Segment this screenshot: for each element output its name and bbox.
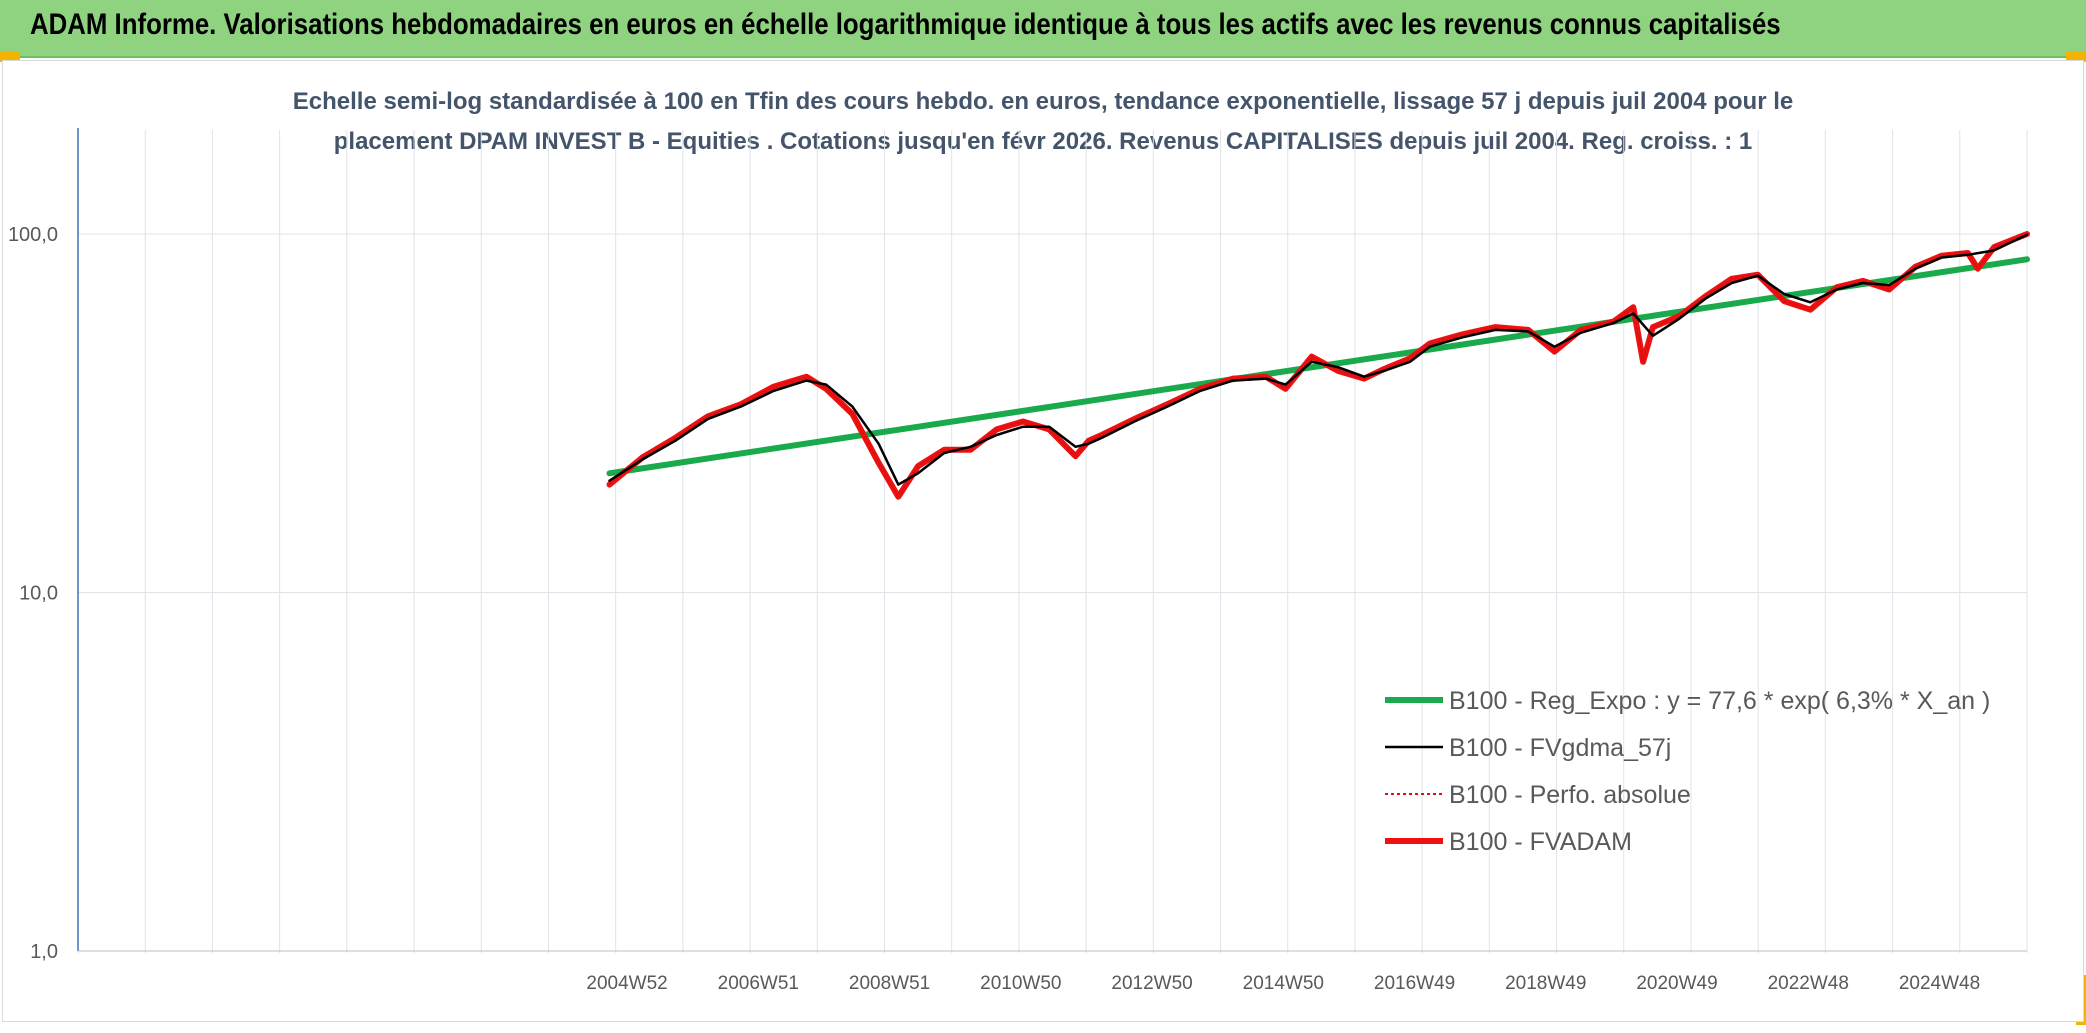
y-tick-label: 1,0 <box>30 941 58 963</box>
y-tick-label: 100,0 <box>8 224 58 246</box>
x-tick-label: 2020W49 <box>1636 973 1717 994</box>
legend-label: B100 - Reg_Expo : y = 77,6 * exp( 6,3% *… <box>1449 687 1990 715</box>
series-reg-expo-line <box>606 256 2030 477</box>
corner-marker-right <box>2066 52 2086 62</box>
x-tick-label: 2004W52 <box>586 973 667 994</box>
x-tick-label: 2012W50 <box>1111 973 1192 994</box>
chart-frame <box>2 60 2084 1022</box>
series-fvgdma-line <box>608 233 2029 486</box>
legend-label: B100 - Perfo. absolue <box>1449 781 1691 809</box>
legend-label: B100 - FVgdma_57j <box>1449 734 1671 762</box>
x-tick-label: 2024W48 <box>1899 973 1980 994</box>
chart-title-line-1: Echelle semi-log standardisée à 100 en T… <box>292 88 1794 115</box>
x-tick-label: 2018W49 <box>1505 973 1586 994</box>
legend-label: B100 - FVADAM <box>1449 828 1632 856</box>
corner-marker-left <box>0 52 20 62</box>
x-tick-label: 2014W50 <box>1243 973 1324 994</box>
report-title: ADAM Informe. Valorisations hebdomadaire… <box>30 8 1781 41</box>
chart-title-line-2: placement DPAM INVEST B - Equities . Cot… <box>333 128 1753 155</box>
x-tick-label: 2010W50 <box>980 973 1061 994</box>
series-perfo-absolue-line <box>608 233 2028 498</box>
x-tick-label: 2006W51 <box>718 973 799 994</box>
y-tick-label: 10,0 <box>19 583 58 605</box>
x-tick-label: 2022W48 <box>1768 973 1849 994</box>
report-header-band: ADAM Informe. Valorisations hebdomadaire… <box>0 0 2086 58</box>
x-tick-label: 2016W49 <box>1374 973 1455 994</box>
x-tick-label: 2008W51 <box>849 973 930 994</box>
